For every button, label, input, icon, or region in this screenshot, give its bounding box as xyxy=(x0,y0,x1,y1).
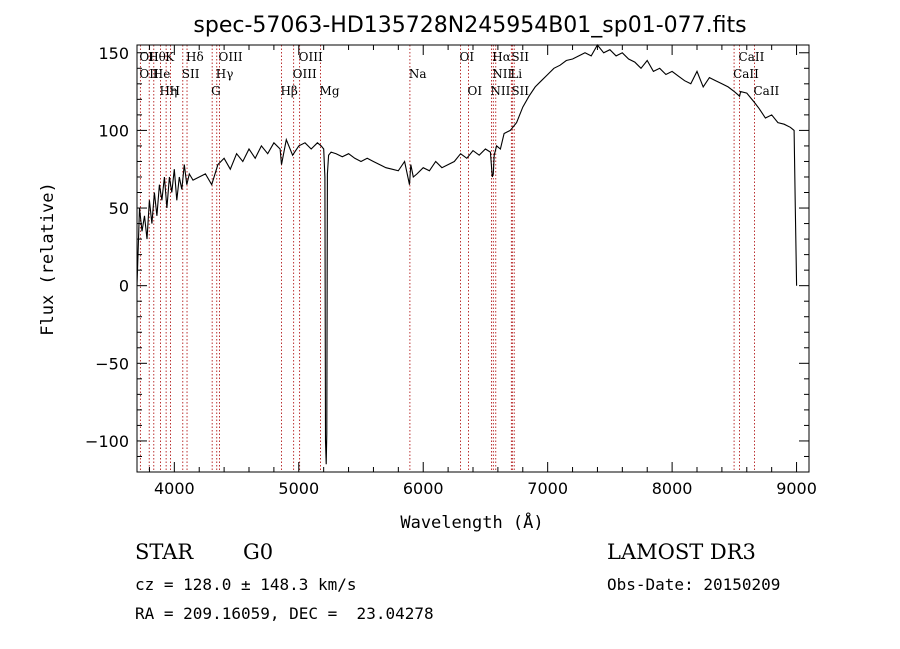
subclass: G0 xyxy=(243,540,274,564)
line-label-10-0: OIII xyxy=(219,50,243,64)
line-label-25-0: CaII xyxy=(739,50,765,64)
line-label-0-0: OII xyxy=(139,50,159,64)
line-label-6-1: SII xyxy=(182,67,200,81)
y-tick-label-3: 50 xyxy=(109,199,129,218)
x-tick-labels: 4000 5000 6000 7000 8000 9000 xyxy=(154,479,817,498)
y-tick-labels: −100 −50 0 50 100 150 xyxy=(85,44,129,451)
y-axis-label: Flux (relative) xyxy=(38,182,58,336)
line-label-19-1: NII xyxy=(492,67,512,81)
y-tick-label-0: −100 xyxy=(85,432,129,451)
line-label-14-2: Mg xyxy=(320,84,340,98)
line-label-12-1: OIII xyxy=(293,67,317,81)
spectral-line-labels: OIIOIIHθHeHηKHSIIHδGHγOIIIHβOIIIOIIIMgNa… xyxy=(139,50,779,98)
line-label-1-0: Hθ xyxy=(148,50,166,64)
coordinates: RA = 209.16059, DEC = 23.04278 xyxy=(135,604,434,623)
line-label-19-0: Hα xyxy=(492,50,511,64)
redshift-cz: cz = 128.0 ± 148.3 km/s xyxy=(135,575,357,594)
line-label-7-0: Hδ xyxy=(186,50,204,64)
y-tick-label-1: −50 xyxy=(95,354,129,373)
x-tick-label-2: 6000 xyxy=(403,479,444,498)
line-label-24-1: CaII xyxy=(733,67,759,81)
line-label-11-2: Hβ xyxy=(280,84,297,98)
spectral-line-markers xyxy=(139,45,755,472)
x-tick-label-0: 4000 xyxy=(154,479,195,498)
x-tick-label-1: 5000 xyxy=(278,479,319,498)
line-label-9-1: Hγ xyxy=(216,67,234,81)
line-label-16-0: OI xyxy=(460,50,475,64)
x-tick-label-4: 8000 xyxy=(652,479,693,498)
line-label-13-0: OIII xyxy=(299,50,323,64)
line-label-0-1: OII xyxy=(139,67,159,81)
x-tick-label-5: 9000 xyxy=(776,479,817,498)
line-label-5-2: H xyxy=(169,84,179,98)
chart-title: spec-57063-HD135728N245954B01_sp01-077.f… xyxy=(193,13,746,38)
line-label-4-0: K xyxy=(165,50,175,64)
plot-frame xyxy=(136,44,810,473)
survey-name: LAMOST DR3 xyxy=(607,540,756,564)
line-label-21-1: Li xyxy=(510,67,522,81)
line-label-22-2: SII xyxy=(511,84,529,98)
y-tick-label-4: 100 xyxy=(98,121,129,140)
line-label-2-1: He xyxy=(153,67,171,81)
axis-ticks xyxy=(137,45,809,473)
object-type: STAR xyxy=(135,540,194,564)
line-label-17-2: OI xyxy=(468,84,483,98)
x-tick-label-3: 7000 xyxy=(527,479,568,498)
line-label-22-0: SII xyxy=(511,50,529,64)
x-axis-label: Wavelength (Å) xyxy=(400,511,543,533)
y-tick-label-2: 0 xyxy=(119,277,129,296)
line-label-15-1: Na xyxy=(409,67,427,81)
line-label-8-2: G xyxy=(211,84,221,98)
flux-series-line xyxy=(136,44,798,465)
line-label-26-2: CaII xyxy=(753,84,779,98)
y-tick-label-5: 150 xyxy=(98,44,129,63)
obs-date: Obs-Date: 20150209 xyxy=(607,575,781,594)
line-label-3-2: Hη xyxy=(160,84,178,98)
line-label-18-2: NII xyxy=(490,84,510,98)
